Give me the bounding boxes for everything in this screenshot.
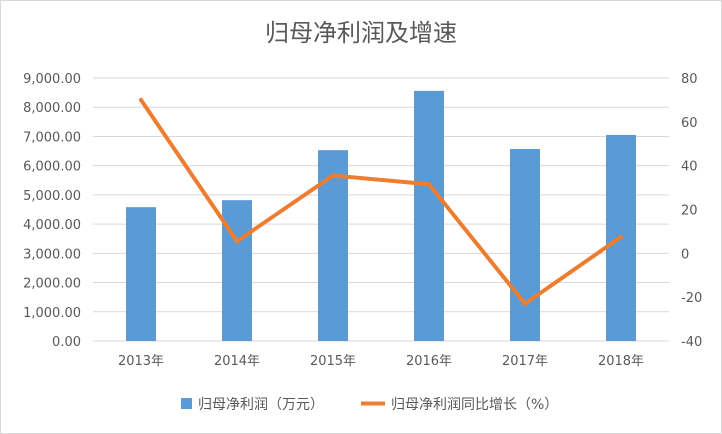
line-point [139, 97, 143, 102]
x-tick-label: 2016年 [406, 354, 452, 369]
legend-label-line: 归母净利润同比增长（%） [391, 396, 558, 413]
x-tick-label: 2018年 [598, 354, 644, 369]
y-right-tick-label: -40 [681, 335, 702, 350]
bar [318, 150, 348, 341]
line-point [427, 182, 431, 187]
y-left-tick-label: 3,000.00 [23, 247, 81, 262]
bar-layer [126, 90, 636, 341]
legend-label-bar: 归母净利润（万元） [198, 396, 324, 413]
growth-line [139, 97, 623, 306]
legend-swatch-bar [181, 398, 192, 409]
y-right-tick-label: 40 [681, 160, 698, 175]
x-tick-label: 2017年 [502, 354, 548, 369]
x-tick-label: 2013年 [118, 354, 164, 369]
bar [414, 90, 444, 341]
x-tick-label: 2014年 [214, 354, 260, 369]
y-left-tick-label: 2,000.00 [23, 277, 81, 292]
bar [222, 200, 252, 341]
axis-layer: 0.00 1,000.00 2,000.00 3,000.00 4,000.00 5,00… [23, 72, 702, 369]
y-right-tick-label: 0 [681, 247, 689, 262]
y-right-tick-label: 80 [681, 72, 698, 87]
line-point [523, 301, 527, 306]
y-left-tick-label: 8,000.00 [23, 101, 81, 116]
line-layer [139, 97, 623, 306]
line-point [331, 173, 335, 178]
y-left-tick-label: 6,000.00 [23, 160, 81, 175]
bar [510, 149, 540, 341]
y-left-tick-label: 0.00 [52, 335, 81, 350]
chart-title: 归母净利润及增速 [265, 19, 457, 47]
grid-layer [93, 77, 669, 342]
legend: 归母净利润（万元） 归母净利润同比增长（%） [181, 396, 558, 413]
bar [126, 207, 156, 341]
y-left-tick-label: 4,000.00 [23, 218, 81, 233]
y-right-tick-label: 60 [681, 116, 698, 131]
line-point [235, 239, 239, 244]
y-left-tick-label: 7,000.00 [23, 130, 81, 145]
y-right-tick-label: 20 [681, 204, 698, 219]
y-right-tick-label: -20 [681, 291, 702, 306]
y-left-tick-label: 1,000.00 [23, 306, 81, 321]
x-tick-label: 2015年 [310, 354, 356, 369]
y-left-tick-label: 9,000.00 [23, 72, 81, 87]
line-point [619, 234, 623, 239]
y-left-tick-label: 5,000.00 [23, 189, 81, 204]
